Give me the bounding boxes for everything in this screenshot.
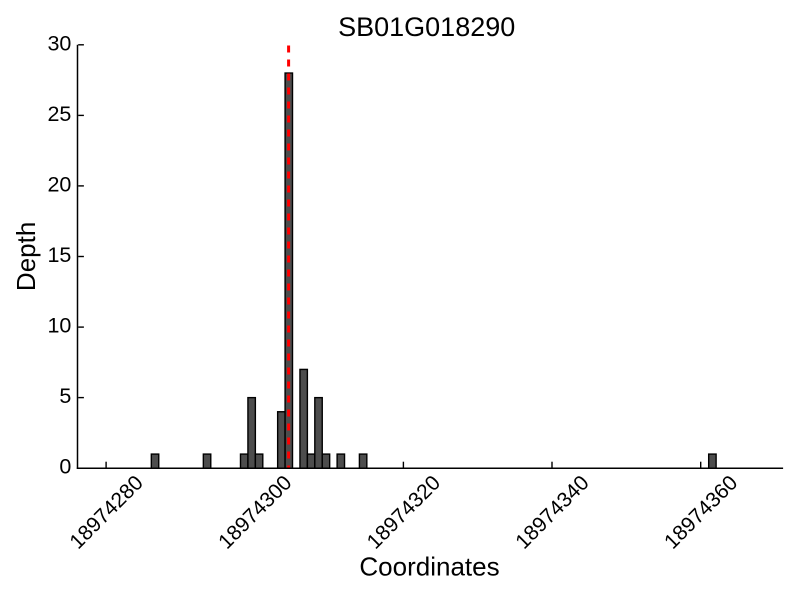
svg-text:30: 30 bbox=[47, 31, 71, 55]
svg-text:0: 0 bbox=[59, 455, 71, 479]
svg-text:25: 25 bbox=[47, 102, 71, 126]
svg-text:Depth: Depth bbox=[11, 222, 41, 291]
svg-text:10: 10 bbox=[47, 314, 71, 338]
svg-text:15: 15 bbox=[47, 243, 71, 267]
svg-text:20: 20 bbox=[47, 172, 71, 196]
svg-text:SB01G018290: SB01G018290 bbox=[338, 12, 515, 42]
svg-text:Coordinates: Coordinates bbox=[359, 552, 499, 582]
svg-text:5: 5 bbox=[59, 384, 71, 408]
